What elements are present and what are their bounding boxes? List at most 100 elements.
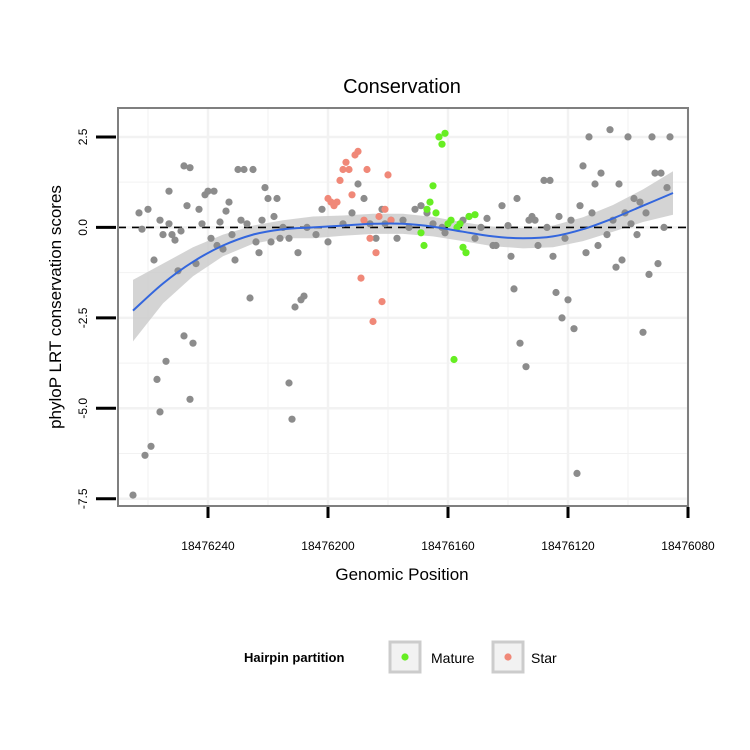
point-mature [429, 182, 437, 190]
point-other [210, 187, 218, 195]
x-tick-label: 18476160 [421, 539, 475, 553]
y-tick-label: 0.0 [76, 219, 90, 236]
point-other [285, 234, 293, 242]
point-other [561, 234, 569, 242]
point-star [378, 298, 386, 306]
legend-key-star [491, 640, 525, 674]
point-other [492, 241, 500, 250]
point-other [348, 209, 356, 217]
point-other [558, 314, 566, 322]
point-star [342, 158, 350, 166]
point-star [366, 234, 374, 242]
point-mature [465, 212, 473, 221]
point-other [510, 285, 518, 293]
smooth-curve [132, 192, 674, 312]
point-other [231, 256, 239, 264]
point-other [267, 238, 275, 246]
point-other [318, 205, 326, 213]
point-other [642, 209, 650, 217]
smooth-line [132, 192, 674, 312]
point-other [552, 288, 560, 297]
point-other [171, 236, 179, 244]
point-other [141, 451, 149, 459]
point-other [198, 220, 206, 228]
point-other [624, 133, 632, 141]
point-star [354, 147, 362, 155]
point-other [567, 216, 575, 224]
point-other [255, 249, 263, 257]
point-other [237, 216, 245, 224]
point-other [360, 194, 368, 203]
point-other [180, 332, 188, 340]
point-star [381, 205, 389, 213]
point-other [372, 234, 380, 242]
point-mature [459, 243, 467, 251]
y-axis: 2.5 0.0 -2.5 -5.0 -7.5 [76, 128, 116, 509]
point-other [186, 395, 194, 403]
point-other [312, 231, 320, 239]
point-other [273, 194, 281, 203]
point-other [594, 241, 602, 250]
point-other [534, 241, 542, 250]
point-mature [456, 220, 464, 228]
point-other [291, 303, 299, 311]
point-mature [426, 198, 434, 206]
point-other [645, 270, 653, 278]
point-star [384, 171, 392, 179]
legend-key-mature [388, 640, 422, 674]
point-other [633, 231, 641, 239]
point-other [591, 180, 599, 188]
point-other [585, 133, 593, 141]
point-other [564, 296, 572, 304]
x-tick-label: 18476120 [541, 539, 595, 553]
point-other [156, 216, 164, 224]
point-other [630, 194, 638, 203]
point-other [666, 133, 674, 141]
point-other [573, 469, 581, 477]
point-other [615, 180, 623, 188]
point-other [129, 491, 137, 499]
point-star [360, 216, 368, 224]
point-mature [450, 355, 458, 364]
point-other [441, 229, 449, 237]
point-star [369, 317, 377, 326]
point-other [183, 202, 191, 210]
point-other [576, 202, 584, 210]
point-other [150, 256, 158, 264]
point-other [654, 260, 662, 268]
point-other [603, 231, 611, 239]
point-mature [447, 216, 455, 224]
point-other [606, 126, 614, 134]
point-other [522, 363, 530, 371]
legend-dot-mature [401, 653, 409, 661]
point-mature [420, 241, 428, 250]
point-other [618, 256, 626, 264]
point-other [294, 249, 302, 257]
point-other [549, 252, 557, 260]
point-mature [471, 211, 479, 219]
point-other [627, 220, 635, 228]
point-other [393, 234, 401, 242]
point-other [399, 216, 407, 224]
point-other [546, 176, 554, 184]
point-star [363, 165, 371, 174]
point-other [162, 357, 170, 365]
point-other [516, 339, 524, 347]
point-other [507, 252, 515, 260]
legend-label-star: Star [531, 650, 557, 666]
y-tick-label: -2.5 [76, 307, 90, 328]
point-other [660, 223, 668, 231]
x-tick-label: 18476200 [301, 539, 355, 553]
legend: Hairpin partition Mature Star [244, 640, 557, 674]
legend-dot-star [504, 653, 512, 661]
x-tick-label: 18476240 [181, 539, 235, 553]
point-other [147, 442, 155, 450]
point-other [264, 194, 272, 203]
point-other [648, 133, 656, 141]
point-other [405, 223, 413, 231]
point-star [387, 216, 395, 224]
point-other [354, 180, 362, 188]
point-other [195, 205, 203, 213]
y-tick-label: 2.5 [76, 128, 90, 145]
point-mature [435, 133, 443, 141]
